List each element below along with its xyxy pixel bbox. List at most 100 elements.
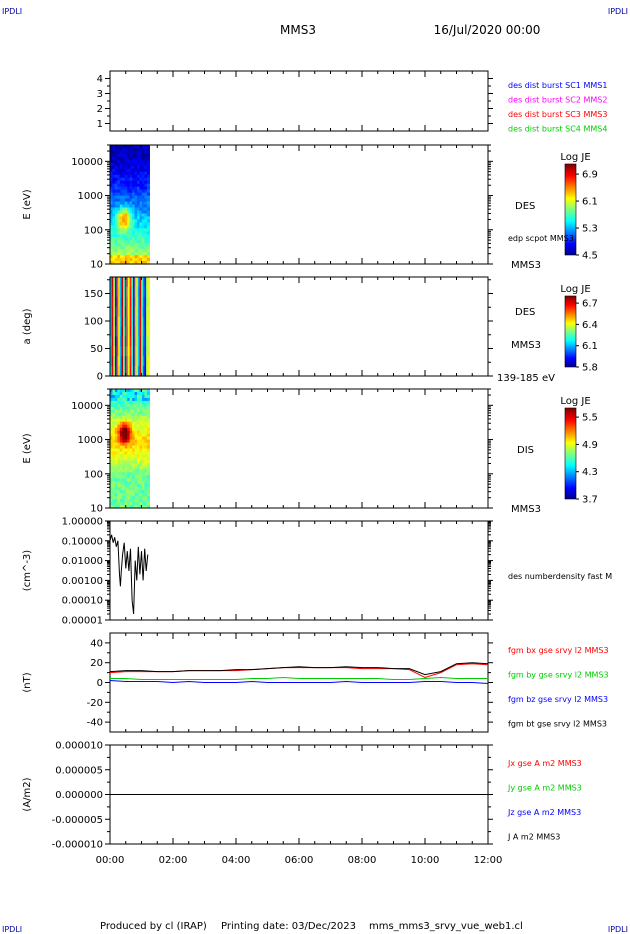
des-energy-panel-cell bbox=[144, 162, 148, 167]
des-energy-panel-cell bbox=[139, 210, 143, 215]
dis-energy-panel-cell bbox=[110, 505, 114, 509]
dis-energy-panel-cell bbox=[117, 451, 121, 456]
dis-energy-panel-cell bbox=[127, 391, 131, 396]
pitch-angle-panel-cell bbox=[123, 356, 126, 367]
dis-energy-panel-cell bbox=[141, 475, 146, 479]
dis-energy-panel-cell bbox=[132, 406, 136, 411]
des-energy-panel-cell bbox=[114, 177, 118, 182]
dis-energy-panel-cell bbox=[112, 427, 116, 432]
dis-energy-panel-cell bbox=[134, 445, 138, 450]
des-energy-panel-label-des: DES bbox=[515, 201, 535, 212]
des-energy-panel-cell bbox=[127, 204, 131, 209]
dis-energy-panel-cell bbox=[129, 439, 133, 444]
pitch-angle-panel-cell bbox=[113, 346, 116, 357]
des-energy-panel-cell bbox=[119, 204, 123, 209]
des-energy-panel-cell bbox=[110, 261, 114, 265]
dis-energy-panel-cell bbox=[141, 436, 146, 441]
pitch-angle-panel-cell bbox=[134, 296, 137, 308]
des-energy-panel-cell bbox=[129, 186, 133, 191]
des-energy-panel-cell bbox=[144, 156, 148, 161]
pitch-angle-panel-cell bbox=[129, 356, 132, 367]
dis-energy-panel-cell bbox=[114, 490, 118, 494]
des-energy-panel-cell bbox=[127, 147, 131, 152]
des-energy-panel-cell bbox=[129, 201, 133, 206]
dis-energy-panel-cell bbox=[124, 433, 128, 438]
dis-energy-panel-cell bbox=[134, 454, 138, 459]
dis-energy-panel-cell bbox=[124, 418, 128, 423]
dis-energy-panel-cell bbox=[117, 502, 121, 506]
pitch-angle-panel-cell bbox=[111, 286, 114, 298]
dis-energy-panel-cell bbox=[129, 448, 133, 453]
bfield-line bbox=[109, 663, 489, 679]
dis-energy-panel-cell bbox=[119, 454, 123, 459]
des-energy-panel-cell bbox=[110, 198, 114, 203]
des-energy-panel-cell bbox=[112, 222, 116, 226]
pitch-angle-panel-cell bbox=[142, 296, 146, 308]
pitch-angle-panel-cell bbox=[124, 356, 128, 367]
des-energy-panel-cell bbox=[144, 183, 148, 188]
pitch-angle-panel-cell bbox=[110, 277, 113, 288]
pitch-angle-panel-cell bbox=[142, 346, 146, 357]
des-energy-panel-cell bbox=[137, 177, 141, 182]
dis-energy-panel-cell bbox=[114, 424, 118, 429]
pitch-angle-panel-cell bbox=[114, 346, 118, 357]
dis-energy-panel-cell bbox=[112, 487, 116, 491]
dis-energy-panel-cell bbox=[134, 487, 138, 491]
dis-energy-panel-cell bbox=[112, 445, 116, 450]
pitch-angle-panel-cell bbox=[131, 306, 134, 318]
x-tick-label: 10:00 bbox=[411, 855, 440, 866]
dis-energy-panel-cell bbox=[144, 472, 148, 476]
des-energy-panel-cell bbox=[110, 174, 114, 179]
dis-energy-panel-cell bbox=[122, 415, 126, 420]
dis-energy-panel-cell bbox=[114, 502, 118, 506]
des-energy-panel-cell bbox=[110, 231, 114, 235]
des-energy-panel-cell bbox=[117, 249, 121, 253]
pitch-angle-panel-cell bbox=[121, 277, 124, 288]
des-energy-panel-cell bbox=[146, 204, 150, 209]
des-energy-panel-cell bbox=[132, 168, 136, 173]
pitch-angle-panel-cell bbox=[146, 306, 149, 318]
dis-energy-panel-cell bbox=[117, 487, 121, 491]
des-energy-panel-cell bbox=[134, 168, 138, 173]
des-energy-panel-cell bbox=[137, 204, 141, 209]
dis-energy-panel-cell bbox=[129, 499, 133, 503]
dis-energy-panel-cell bbox=[132, 466, 136, 470]
dis-energy-panel-cell bbox=[124, 460, 128, 464]
pitch-angle-panel-cell bbox=[111, 316, 114, 328]
current-panel-ylabel: (A/m2) bbox=[22, 777, 33, 811]
dis-energy-panel-cell bbox=[127, 439, 131, 444]
pitch-angle-panel-cell bbox=[132, 277, 136, 288]
des-energy-panel-cell bbox=[124, 225, 128, 229]
des-energy-panel-cell bbox=[112, 150, 116, 155]
dis-energy-panel-cell bbox=[110, 490, 114, 494]
availability-panel-frame bbox=[109, 70, 489, 132]
dis-energy-panel-cell bbox=[127, 472, 131, 476]
dis-energy-panel-cell bbox=[137, 430, 141, 435]
des-energy-panel-cell bbox=[127, 252, 131, 256]
pitch-angle-panel-cell bbox=[111, 356, 114, 367]
des-energy-panel-cell bbox=[112, 246, 116, 250]
dis-energy-panel-colorbar-label: 3.7 bbox=[582, 495, 598, 506]
des-energy-panel-cell bbox=[127, 145, 131, 149]
dis-energy-panel-cell bbox=[137, 400, 141, 405]
dis-energy-panel-cell bbox=[127, 490, 131, 494]
des-energy-panel-cell bbox=[122, 231, 126, 235]
dis-energy-panel-cell bbox=[112, 391, 116, 396]
dis-energy-panel-cell bbox=[119, 424, 123, 429]
des-energy-panel-cell bbox=[144, 189, 148, 194]
dis-energy-panel-cell bbox=[146, 460, 150, 464]
des-energy-panel-cell bbox=[132, 189, 136, 194]
dis-energy-panel-cell bbox=[119, 433, 123, 438]
dis-energy-panel-cell bbox=[132, 502, 136, 506]
dis-energy-panel-cell bbox=[127, 463, 131, 467]
dis-energy-panel-cell bbox=[144, 421, 148, 426]
dis-energy-panel-cell bbox=[114, 451, 118, 456]
dis-energy-panel-cell bbox=[134, 389, 138, 393]
dis-energy-panel-cell bbox=[114, 505, 118, 509]
dis-energy-panel-cell bbox=[144, 389, 148, 393]
des-energy-panel-cell bbox=[110, 228, 114, 232]
dis-energy-panel-cell bbox=[146, 505, 150, 509]
dis-energy-panel-cell bbox=[129, 412, 133, 417]
dis-energy-panel-cell bbox=[122, 394, 126, 399]
dis-energy-panel-cell bbox=[127, 478, 131, 482]
